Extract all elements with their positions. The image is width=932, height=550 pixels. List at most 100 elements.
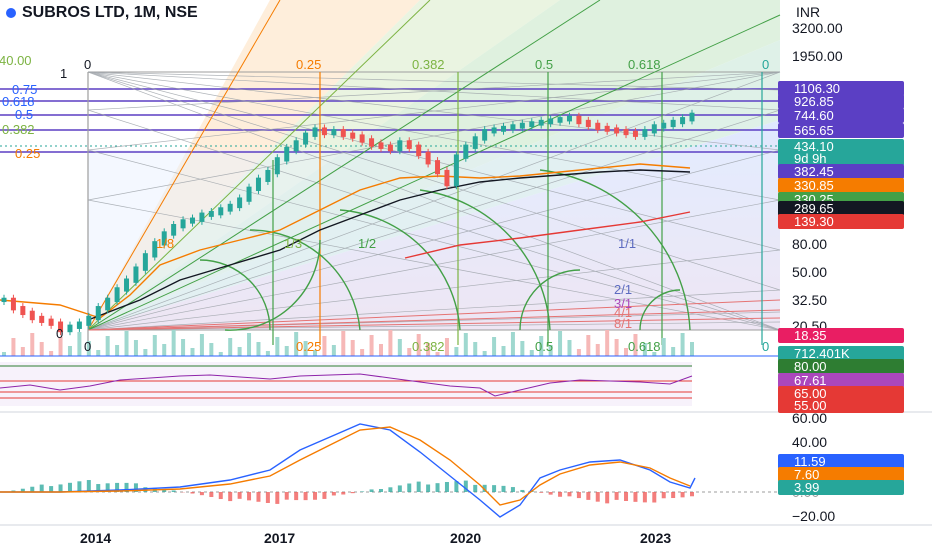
gann-label-1-1: 1/1	[618, 236, 637, 251]
rsi-tag-value: 67.61	[778, 373, 904, 388]
time-label-2014: 2014	[80, 530, 112, 546]
volume-bar	[322, 336, 327, 356]
macd-histogram-bar	[322, 492, 327, 499]
volume-bar	[275, 337, 280, 356]
macd-histogram-bar	[388, 487, 393, 492]
candle-body	[661, 122, 667, 129]
macd-histogram-bar	[605, 492, 610, 504]
price-tag-744: 744.60	[778, 108, 904, 123]
volume-bar	[341, 331, 346, 356]
price-tag-382: 382.45	[778, 164, 904, 179]
volume-bar	[539, 336, 544, 356]
candle-body	[576, 115, 582, 125]
fib-level-0-382: 0.382	[2, 122, 35, 137]
moving-averages	[0, 163, 691, 321]
candle-body	[58, 321, 64, 333]
volume-bar	[96, 350, 101, 356]
volume-bar	[529, 350, 534, 356]
macd-histogram-bar	[652, 492, 657, 503]
macd-histogram-bar	[435, 483, 440, 492]
candle-body	[623, 129, 629, 136]
macd-histogram-bar	[247, 492, 252, 501]
fib-time-top-0618: 0.618	[628, 57, 661, 72]
gann-label-8-1: 8/1	[614, 316, 633, 331]
candle-body	[378, 142, 384, 149]
macd-histogram-bar	[567, 492, 572, 497]
volume-bar	[690, 342, 694, 356]
candle-body	[501, 125, 507, 132]
candle-body	[510, 124, 516, 131]
macd-histogram-bar	[265, 492, 270, 503]
rsi-tag-65: 65.00	[778, 386, 904, 401]
macd-histogram-bar	[680, 492, 685, 498]
macd-histogram-bar	[115, 482, 120, 492]
candle-body	[670, 119, 676, 128]
volume-bar	[77, 332, 82, 356]
candle-body	[435, 160, 441, 175]
candle-body	[39, 315, 45, 323]
macd-tick-40: 40.00	[792, 434, 828, 450]
volume-bar	[237, 347, 242, 356]
candle-body	[246, 186, 252, 202]
macd-histogram-bar	[586, 492, 591, 500]
fib-level-0-618: 0.618	[2, 94, 35, 109]
volume-bar	[426, 343, 431, 356]
corner-label-top: 40.00	[0, 53, 32, 68]
macd-histogram-bar	[11, 490, 16, 492]
macd-histogram-bar	[454, 481, 459, 492]
volume-bar	[190, 348, 195, 356]
volume-bar	[567, 340, 572, 356]
candle-body	[133, 266, 139, 283]
candle-body	[406, 140, 412, 149]
volume-bar	[181, 339, 186, 356]
candle-body	[312, 127, 318, 137]
macd-tick-60: 60.00	[792, 410, 828, 426]
macd-histogram-bar	[58, 484, 63, 492]
symbol-title[interactable]: SUBROS LTD, 1M, NSE	[6, 4, 198, 22]
fib-time-top-025: 0.25	[296, 57, 322, 72]
price-tag-ma-red: 139.30	[778, 214, 904, 229]
volume-tag: 712.401K	[778, 346, 904, 361]
candle-body	[293, 140, 299, 152]
candle-body	[199, 212, 205, 222]
candle-body	[548, 118, 554, 125]
volume-bar	[576, 349, 581, 356]
macd-histogram-bar	[218, 492, 223, 500]
volume-bar	[303, 341, 308, 356]
macd-histogram-bar	[67, 482, 72, 492]
volume-bar	[473, 342, 478, 356]
currency-label[interactable]: INR	[796, 4, 821, 20]
volume-bar	[20, 347, 25, 356]
fib-time-bottom-0: 0	[84, 339, 92, 354]
volume-bar	[294, 332, 299, 356]
gann-label-3-1: 3/1	[614, 296, 633, 311]
volume-bar	[463, 333, 468, 356]
candle-body	[105, 297, 111, 311]
candle-body	[189, 217, 195, 224]
candle-body	[10, 297, 16, 311]
volume-bar	[378, 344, 383, 356]
macd-histogram-bar	[690, 492, 694, 497]
macd-histogram-bar	[350, 492, 355, 494]
macd-histogram-bar	[20, 488, 25, 492]
macd-histogram-bar	[407, 483, 412, 492]
volume-bar	[247, 333, 252, 356]
macd-histogram-bar	[86, 480, 91, 492]
macd-histogram-bar	[539, 492, 544, 493]
candle-body	[529, 121, 535, 128]
candle-body	[453, 154, 459, 187]
macd-histogram-bar	[501, 485, 506, 492]
macd-histogram-bar	[595, 492, 600, 502]
macd-histogram-bar	[624, 492, 629, 501]
volume-bar	[162, 344, 167, 356]
macd-histogram-bar	[642, 492, 647, 503]
macd-histogram-bar	[492, 485, 497, 492]
candle-body	[67, 324, 73, 333]
candle-body	[1, 297, 7, 303]
volume-bar	[586, 335, 591, 356]
macd-histogram-bar	[416, 481, 421, 492]
volume-bar	[199, 334, 204, 356]
volume-bar	[143, 349, 148, 356]
macd-histogram-bar	[671, 492, 676, 499]
